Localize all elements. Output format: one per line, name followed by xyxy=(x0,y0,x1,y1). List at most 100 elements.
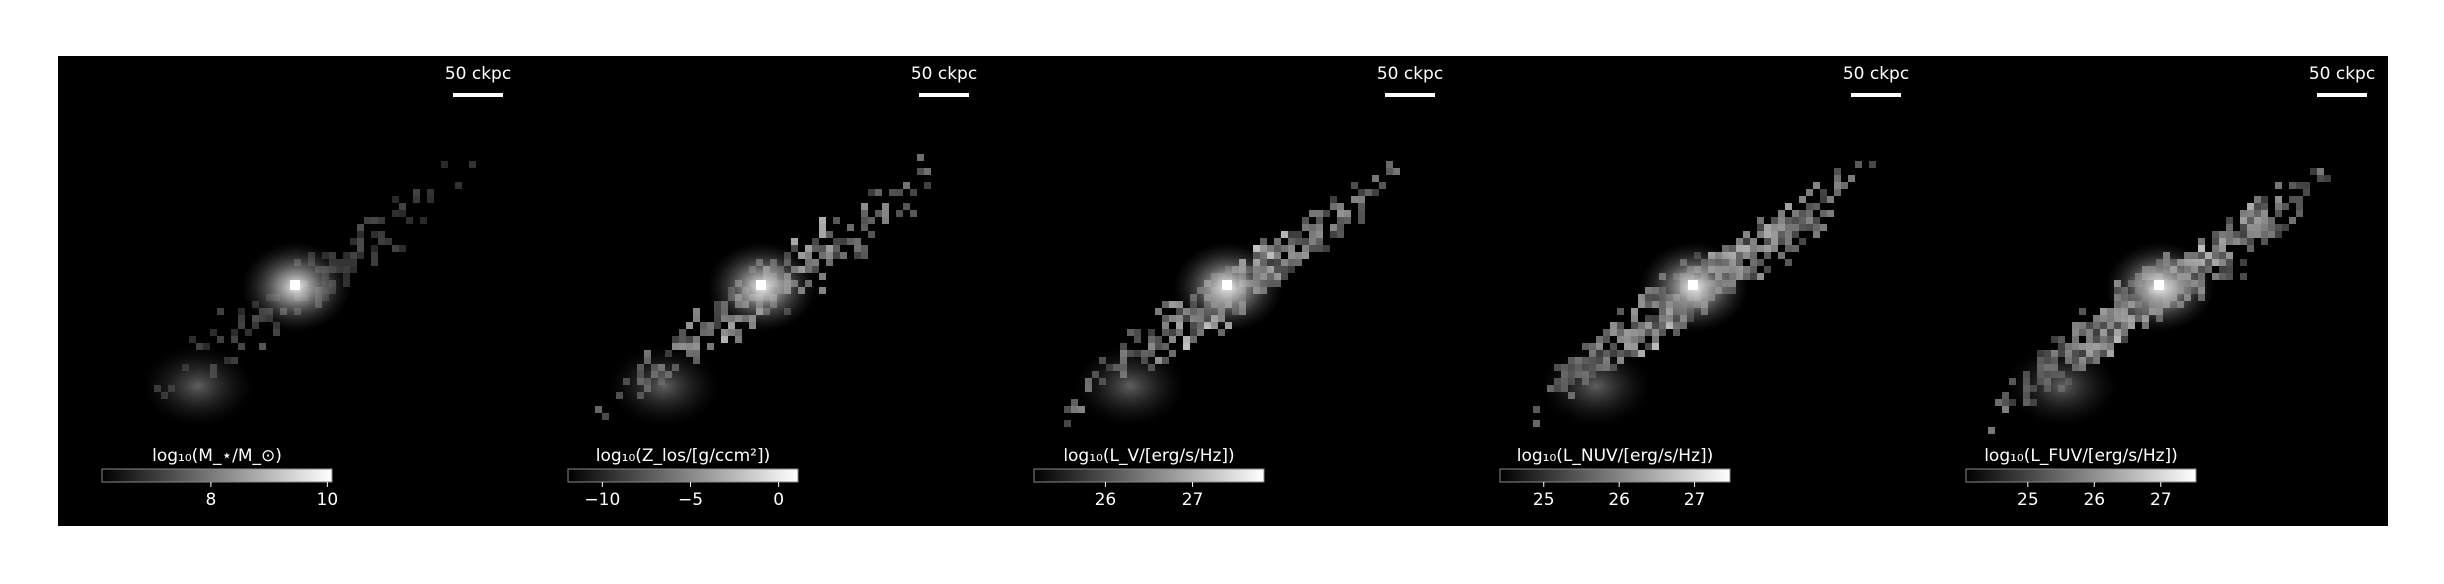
pixel xyxy=(1169,350,1176,357)
pixel xyxy=(2219,245,2226,252)
pixel xyxy=(1183,315,1190,322)
pixel xyxy=(357,224,364,231)
pixel xyxy=(1267,252,1274,259)
pixel xyxy=(1638,329,1645,336)
pixel xyxy=(1533,420,1540,427)
pixel xyxy=(1582,343,1589,350)
pixel xyxy=(2254,210,2261,217)
pixel xyxy=(2296,196,2303,203)
pixel xyxy=(1757,231,1764,238)
pixel xyxy=(1260,245,1267,252)
pixel xyxy=(1722,245,1729,252)
pixel xyxy=(693,315,700,322)
pixel xyxy=(1785,245,1792,252)
pixel xyxy=(1610,322,1617,329)
colorbar xyxy=(101,468,333,483)
pixel xyxy=(1757,273,1764,280)
pixel xyxy=(1316,210,1323,217)
pixel xyxy=(2247,210,2254,217)
pixel xyxy=(728,329,735,336)
pixel xyxy=(2268,224,2275,231)
colorbar-tick-label: 27 xyxy=(1182,490,1204,510)
pixel xyxy=(686,336,693,343)
pixel xyxy=(1127,329,1134,336)
pixel xyxy=(1330,203,1337,210)
pixel xyxy=(2100,329,2107,336)
scale-bar xyxy=(453,93,503,97)
pixel xyxy=(1785,259,1792,266)
pixel xyxy=(1631,350,1638,357)
colorbar-label: log₁₀(L_NUV/[erg/s/Hz]) xyxy=(1517,446,1714,466)
pixel xyxy=(1750,273,1757,280)
core-pixel xyxy=(2154,280,2164,290)
pixel xyxy=(693,350,700,357)
pixel xyxy=(1309,245,1316,252)
pixel xyxy=(378,231,385,238)
pixel xyxy=(2289,196,2296,203)
colorbar-tick-label: 26 xyxy=(2083,490,2105,510)
pixel xyxy=(2289,217,2296,224)
pixel xyxy=(1337,231,1344,238)
pixel xyxy=(1183,336,1190,343)
pixel xyxy=(2093,343,2100,350)
pixel xyxy=(371,217,378,224)
pixel xyxy=(1813,203,1820,210)
pixel xyxy=(413,196,420,203)
pixel xyxy=(917,168,924,175)
pixel xyxy=(1302,217,1309,224)
scale-bar xyxy=(919,93,969,97)
secondary-clump xyxy=(143,346,253,426)
pixel xyxy=(1218,329,1225,336)
pixel xyxy=(2268,231,2275,238)
colorbar-tick-label: 27 xyxy=(1684,490,1706,510)
pixel xyxy=(1358,196,1365,203)
colorbar-label: log₁₀(Z_los/[g/ccm²]) xyxy=(596,446,771,466)
pixel xyxy=(2107,315,2114,322)
pixel xyxy=(679,343,686,350)
colorbar-tick-label: −10 xyxy=(584,490,620,510)
pixel xyxy=(1155,308,1162,315)
pixel xyxy=(1631,329,1638,336)
pixel xyxy=(259,343,266,350)
pixel xyxy=(2107,350,2114,357)
pixel xyxy=(721,329,728,336)
pixel xyxy=(1302,252,1309,259)
pixel xyxy=(826,252,833,259)
pixel xyxy=(1295,238,1302,245)
colorbar-tick-label: 26 xyxy=(1095,490,1117,510)
pixel xyxy=(2317,168,2324,175)
pixel xyxy=(1792,217,1799,224)
pixel xyxy=(1624,329,1631,336)
pixel xyxy=(2079,322,2086,329)
pixel xyxy=(378,238,385,245)
pixel xyxy=(357,245,364,252)
pixel xyxy=(252,315,259,322)
pixel xyxy=(2121,322,2128,329)
pixel xyxy=(2212,273,2219,280)
colorbar-label: log₁₀(L_V/[erg/s/Hz]) xyxy=(1063,446,1234,466)
pixel xyxy=(819,273,826,280)
pixel xyxy=(1358,203,1365,210)
pixel xyxy=(1757,224,1764,231)
pixel xyxy=(1729,245,1736,252)
pixel xyxy=(1743,231,1750,238)
pixel xyxy=(1645,322,1652,329)
pixel xyxy=(1764,224,1771,231)
pixel xyxy=(2261,196,2268,203)
pixel xyxy=(903,203,910,210)
pixel xyxy=(1274,252,1281,259)
pixel xyxy=(1652,322,1659,329)
pixel xyxy=(1778,238,1785,245)
pixel xyxy=(693,336,700,343)
core-pixel xyxy=(1222,280,1232,290)
pixel xyxy=(882,203,889,210)
pixel xyxy=(1813,182,1820,189)
pixel xyxy=(1064,406,1071,413)
scale-bar-label: 50 ckpc xyxy=(445,64,511,84)
pixel xyxy=(399,203,406,210)
pixel xyxy=(2254,203,2261,210)
pixel xyxy=(1806,203,1813,210)
pixel xyxy=(924,168,931,175)
pixel xyxy=(1176,322,1183,329)
pixel xyxy=(1869,161,1876,168)
